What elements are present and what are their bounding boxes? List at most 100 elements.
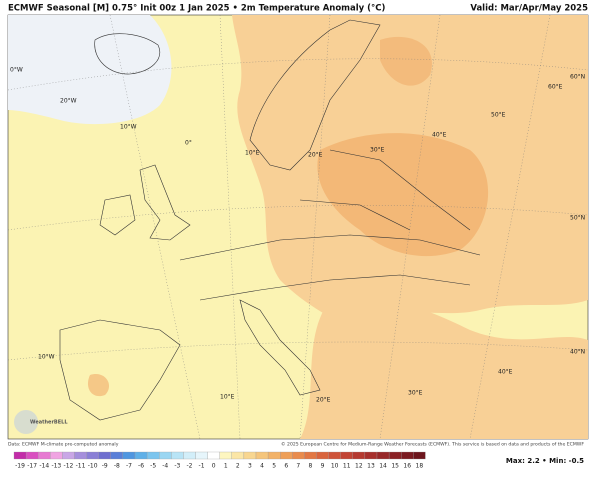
iberia [59,319,181,421]
logo: WeatherBELL [30,420,68,426]
colorbar-swatch [401,451,414,460]
colorbar-label: -12 [64,463,74,470]
colorbar-swatch [62,451,75,460]
ice-region [8,15,172,125]
colorbar-label: -5 [150,463,156,470]
grid-label: 10°E [220,394,235,401]
colorbar-swatch [255,451,269,460]
warm-patch [87,374,110,397]
colorbar-swatch [413,451,426,460]
grid-label: 0° [185,140,192,147]
grid-label: 30°E [408,390,423,397]
colorbar-label: -14 [39,463,49,470]
colorbar-label: -4 [162,463,168,470]
colorbar-label: -19 [15,463,25,470]
colorbar-label: 10 [331,463,339,470]
colorbar-label: -7 [126,463,132,470]
colorbar-swatch [207,451,220,460]
source: Data: ECMWF M-climate pre-computed anoma… [8,442,119,448]
colorbar-label: -11 [76,463,86,470]
colorbar-swatch [376,451,390,460]
colorbar-label: 9 [321,463,325,470]
scandinavia [249,19,381,171]
colorbar-label: 1 [224,463,228,470]
colorbar-swatch [74,451,87,460]
colorbar-label: 11 [343,463,351,470]
colorbar-swatch [280,451,293,460]
logo-mark [14,410,38,434]
colorbar-swatch [50,451,63,460]
colorbar-label: 2 [236,463,240,470]
colorbar-label: 16 [403,463,411,470]
colorbar-label: -2 [186,463,192,470]
colorbar-label: 13 [367,463,375,470]
grid-label: 10°W [120,124,137,131]
map: 0°W 20°W 10°W 0° 10°E 20°E 30°E 40°E 50°… [7,14,589,440]
colorbar-swatch [13,451,27,460]
colorbar-swatch [304,451,317,460]
colorbar-label: 15 [391,463,399,470]
colorbar-label: 18 [416,463,424,470]
colorbar-swatch [122,451,136,460]
colorbar-label: -9 [102,463,108,470]
grid-label: 40°E [498,369,513,376]
colorbar-swatch [25,451,39,460]
copyright: © 2025 European Centre for Medium-Range … [281,441,584,448]
colorbar-swatch [292,451,305,460]
colorbar-label: 3 [248,463,252,470]
grid-label: 10°E [245,150,260,157]
colorbar-swatch [340,451,353,460]
colorbar-swatch [388,451,402,460]
colorbar-swatch [316,451,329,460]
colorbar-swatch [159,451,172,460]
grid-label: 60°E [548,84,563,91]
iceland [94,33,160,75]
colorbar-label: -6 [138,463,144,470]
colorbar-swatch [98,451,111,460]
colorbar-label: 12 [355,463,363,470]
colorbar-swatch [267,451,281,460]
colorbar-swatch [38,451,51,460]
colorbar-label: 6 [284,463,288,470]
colorbar-label: 8 [309,463,313,470]
grid-label: 20°E [308,152,323,159]
colorbar-swatch [231,451,245,460]
colorbar-swatch [146,451,160,460]
grid-label: 0°W [10,67,23,74]
warm-patch [380,36,432,86]
grid-label: 60°N [570,74,585,81]
colorbar-swatch [364,451,378,460]
grid-label: 50°N [570,215,585,222]
colorbar-swatch [110,451,124,460]
colorbar-swatch [352,451,366,460]
colorbar-swatch [134,451,148,460]
colorbar-label: -3 [174,463,180,470]
grid-label: 40°N [570,349,585,356]
warm-core [317,133,489,257]
italy [239,299,321,396]
grid-label: 40°E [432,132,447,139]
borders [179,149,481,301]
graticule [7,14,589,440]
grid-label: 20°W [60,98,77,105]
colorbar-label: 0 [212,463,216,470]
stats: Max: 2.2 • Min: -0.5 [506,457,584,465]
grid-label: 20°E [316,397,331,404]
colorbar-label: -8 [114,463,120,470]
title: ECMWF Seasonal [M] 0.75° Init 00z 1 Jan … [8,4,386,14]
warm-region-south [300,297,588,439]
great-britain [139,164,191,241]
colorbar-swatch [243,451,257,460]
colorbar-label: -13 [51,463,61,470]
colorbar-swatch [328,451,341,460]
colorbar-swatch [219,451,232,460]
colorbar-label: 7 [296,463,300,470]
colorbar-swatch [183,451,196,460]
colorbar-label: -1 [199,463,205,470]
grid-label: 50°E [491,112,506,119]
colorbar-label: -17 [27,463,37,470]
colorbar-label: 4 [260,463,264,470]
grid-label: 30°E [370,147,385,154]
colorbar-label: 14 [379,463,387,470]
